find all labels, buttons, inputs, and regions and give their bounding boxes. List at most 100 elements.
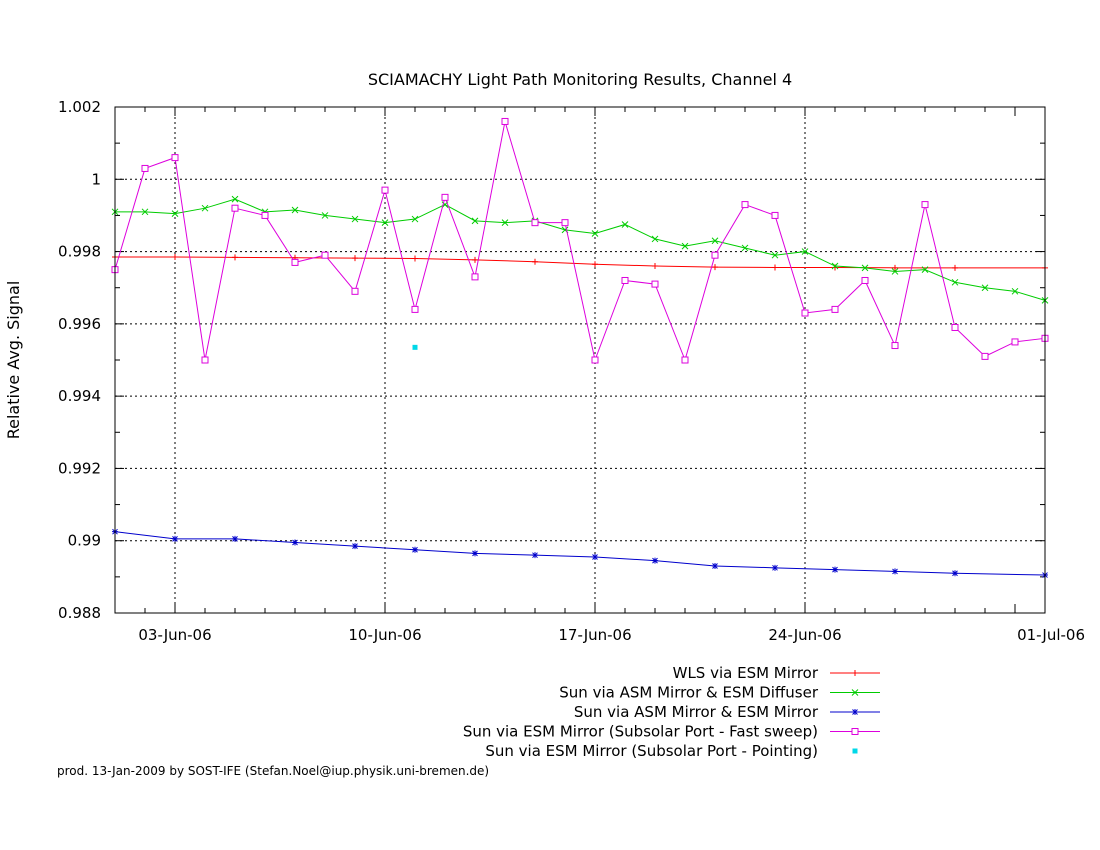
chart-title: SCIAMACHY Light Path Monitoring Results,… — [368, 70, 792, 89]
data-point — [321, 251, 329, 259]
data-point — [712, 264, 718, 271]
data-point — [471, 273, 479, 281]
data-point — [591, 230, 599, 237]
data-point — [952, 264, 958, 271]
data-point — [981, 284, 989, 292]
x-tick-label: 10-Jun-06 — [348, 626, 421, 644]
data-point — [801, 309, 809, 317]
series-2 — [112, 528, 1048, 579]
series-line — [114, 121, 1046, 362]
y-tick-label: 0.992 — [58, 459, 101, 477]
x-tick-label: 24-Jun-06 — [768, 626, 841, 644]
data-point — [952, 570, 958, 577]
data-point — [531, 219, 539, 227]
data-point — [741, 244, 749, 252]
data-point — [951, 278, 959, 286]
y-tick-label: 0.99 — [68, 532, 101, 550]
data-point — [921, 266, 929, 273]
data-point — [831, 305, 839, 313]
data-point — [652, 263, 658, 270]
y-tick-label: 1 — [91, 170, 101, 188]
data-point — [561, 219, 569, 227]
credit-note: prod. 13-Jan-2009 by SOST-IFE (Stefan.No… — [57, 764, 489, 778]
data-point — [592, 553, 598, 560]
data-point — [532, 552, 538, 559]
data-point — [652, 557, 658, 564]
legend-label: Sun via ASM Mirror & ESM Mirror — [574, 703, 819, 721]
x-tick-label: 01-Jul-06 — [1017, 626, 1085, 644]
series-line — [114, 531, 1046, 576]
data-point — [172, 253, 178, 260]
data-point — [411, 215, 419, 223]
data-point — [232, 254, 238, 261]
data-point — [411, 305, 419, 313]
data-point — [412, 344, 418, 350]
data-point — [201, 204, 209, 212]
data-point — [681, 356, 689, 364]
data-point — [891, 342, 899, 350]
data-point — [861, 264, 869, 272]
y-tick-label: 0.998 — [58, 243, 101, 261]
data-point — [501, 219, 509, 227]
data-point — [441, 193, 449, 201]
plot-frame — [114, 106, 1046, 614]
data-point — [321, 212, 329, 219]
series-4 — [412, 344, 418, 350]
y-tick-label: 1.002 — [58, 98, 101, 116]
data-point — [981, 352, 989, 360]
data-point — [171, 154, 179, 162]
data-point — [711, 251, 719, 259]
series-layer — [111, 117, 1049, 579]
legend-label: Sun via ESM Mirror (Subsolar Port - Fast… — [463, 723, 818, 741]
series-0 — [112, 253, 1048, 271]
axis-ticks: 0.988 0.99 0.992 0.994 0.996 0.998 1 1.002 03-Ju… — [58, 98, 1085, 644]
data-point — [172, 535, 178, 542]
legend-label: Sun via ESM Mirror (Subsolar Port - Poin… — [485, 742, 818, 760]
data-point — [171, 210, 179, 217]
data-point — [651, 235, 659, 243]
data-point — [471, 217, 479, 225]
series-1 — [111, 195, 1049, 304]
legend-label: Sun via ASM Mirror & ESM Diffuser — [559, 684, 819, 702]
data-point — [861, 276, 869, 284]
data-point — [951, 323, 959, 331]
legend-marker — [852, 748, 858, 754]
grid-lines — [115, 107, 1045, 613]
data-point — [621, 276, 629, 284]
data-point — [772, 564, 778, 571]
data-point — [891, 268, 899, 275]
data-point — [351, 287, 359, 295]
data-point — [201, 356, 209, 364]
data-point — [921, 201, 929, 209]
x-tick-label: 17-Jun-06 — [558, 626, 631, 644]
data-point — [261, 211, 269, 219]
data-point — [711, 237, 719, 245]
data-point — [472, 256, 478, 263]
data-point — [292, 539, 298, 546]
data-point — [681, 242, 689, 250]
data-point — [892, 568, 898, 575]
legend-marker — [852, 709, 858, 715]
data-point — [412, 546, 418, 553]
data-point — [832, 566, 838, 573]
data-point — [592, 261, 598, 268]
series-line — [115, 256, 1045, 269]
legend-marker — [851, 728, 859, 735]
series-3 — [111, 117, 1049, 364]
y-tick-label: 0.988 — [58, 604, 101, 622]
data-point — [831, 262, 839, 270]
data-point — [801, 248, 809, 255]
data-point — [771, 211, 779, 219]
data-point — [1011, 338, 1019, 346]
legend-label: WLS via ESM Mirror — [673, 664, 819, 682]
data-point — [532, 258, 538, 265]
legend: WLS via ESM Mirror Sun via ASM Mirror & E… — [463, 664, 880, 760]
data-point — [352, 543, 358, 550]
data-point — [591, 356, 599, 364]
legend-marker — [851, 689, 859, 696]
data-point — [381, 219, 389, 227]
y-axis-label: Relative Avg. Signal — [4, 281, 23, 440]
data-point — [232, 535, 238, 542]
series-line — [115, 198, 1046, 301]
